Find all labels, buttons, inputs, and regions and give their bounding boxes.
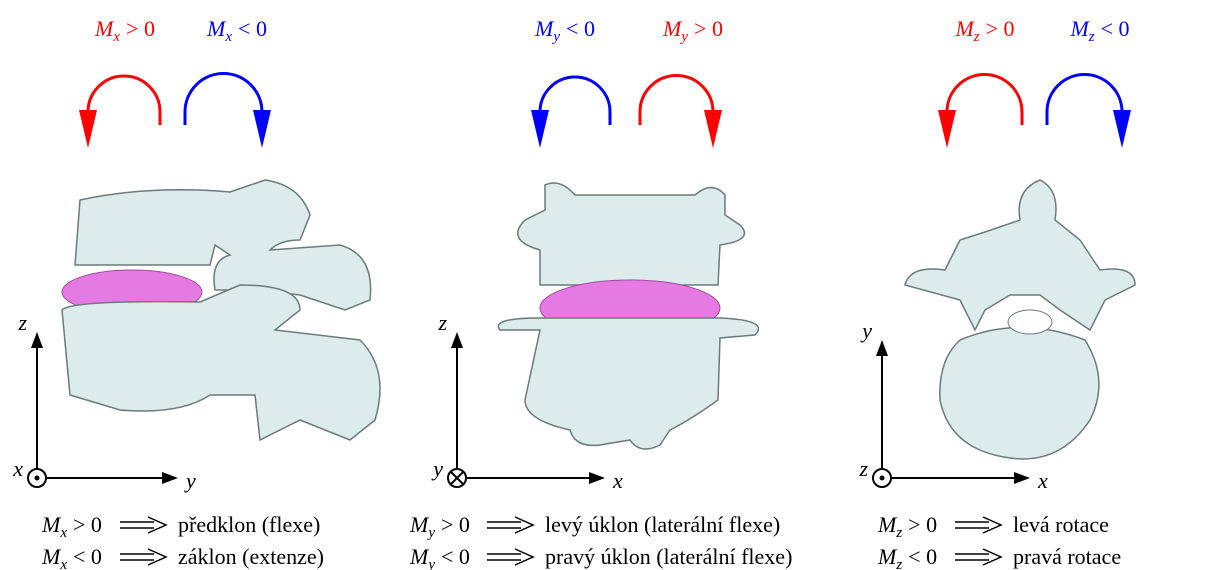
description: pravý úklon (laterální flexe) bbox=[545, 544, 792, 569]
description: levá rotace bbox=[1013, 512, 1109, 537]
moment-relation: < 0 bbox=[1101, 16, 1130, 41]
moment-symbol: M bbox=[534, 16, 555, 41]
moment-label: Mx < 0 bbox=[41, 544, 102, 570]
arrow-head bbox=[704, 110, 722, 148]
axis-arrow bbox=[589, 472, 605, 484]
axis-label: z bbox=[17, 310, 27, 335]
axis-arrow bbox=[1014, 472, 1030, 484]
origin-dot bbox=[880, 476, 885, 481]
moment-subscript: x bbox=[59, 525, 67, 541]
moment-subscript: y bbox=[426, 525, 435, 541]
axis-label: y bbox=[184, 468, 196, 493]
moment-label: Mz < 0 bbox=[1069, 16, 1129, 45]
moment-relation: > 0 bbox=[694, 16, 723, 41]
vertebra-lateral bbox=[62, 180, 380, 440]
moment-subscript: y bbox=[679, 29, 688, 45]
moment-relation: > 0 bbox=[73, 512, 102, 537]
moment-label: Mz > 0 bbox=[954, 16, 1014, 45]
moment-relation: < 0 bbox=[908, 544, 937, 569]
moment-relation: > 0 bbox=[986, 16, 1015, 41]
moment-label: My < 0 bbox=[409, 544, 470, 570]
moment-symbol: M bbox=[877, 512, 898, 537]
moment-subscript: x bbox=[112, 29, 120, 45]
implies-arrow bbox=[120, 549, 166, 565]
moment-subscript: z bbox=[1088, 29, 1095, 45]
moment-symbol: M bbox=[1069, 16, 1090, 41]
moment-symbol: M bbox=[409, 512, 430, 537]
moment-symbol: M bbox=[409, 544, 430, 569]
vertebra-axial bbox=[905, 180, 1135, 459]
axis-label: z bbox=[437, 310, 447, 335]
arrow-head bbox=[531, 110, 549, 148]
arrow-head bbox=[79, 110, 97, 148]
axis-label: z bbox=[858, 456, 868, 481]
moment-symbol: M bbox=[877, 544, 898, 569]
figure: Mx> 0Mx< 0zxyMx> 0předklon (flexe)Mx< 0z… bbox=[0, 0, 1217, 570]
rotation-arrow bbox=[1047, 75, 1122, 126]
moment-label: Mz > 0 bbox=[877, 512, 937, 541]
moment-subscript: y bbox=[551, 29, 560, 45]
arrow-head bbox=[938, 110, 956, 148]
axis-label: x bbox=[1037, 468, 1048, 493]
axis-label: y bbox=[431, 456, 443, 481]
axis-label: x bbox=[612, 468, 623, 493]
moment-label: My > 0 bbox=[409, 512, 470, 541]
axis-arrow bbox=[876, 340, 888, 356]
vertebra-frontal bbox=[498, 183, 758, 449]
arrow-head bbox=[253, 110, 271, 148]
rotation-arrow bbox=[947, 75, 1022, 126]
moment-relation: < 0 bbox=[441, 544, 470, 569]
rotation-arrow bbox=[540, 77, 610, 125]
implies-arrow bbox=[955, 517, 1001, 533]
moment-relation: > 0 bbox=[126, 16, 155, 41]
moment-relation: < 0 bbox=[566, 16, 595, 41]
arrow-head bbox=[1113, 110, 1131, 148]
description: levý úklon (laterální flexe) bbox=[545, 512, 780, 537]
moment-label: Mx > 0 bbox=[41, 512, 102, 541]
moment-symbol: M bbox=[94, 16, 115, 41]
rotation-arrow bbox=[88, 76, 160, 125]
implies-arrow bbox=[487, 517, 533, 533]
axis-label: y bbox=[860, 318, 872, 343]
moment-relation: > 0 bbox=[441, 512, 470, 537]
moment-symbol: M bbox=[662, 16, 683, 41]
implies-arrow bbox=[487, 549, 533, 565]
axis-label: x bbox=[12, 456, 23, 481]
moment-symbol: M bbox=[206, 16, 227, 41]
moment-subscript: z bbox=[895, 525, 902, 541]
axis-arrow bbox=[162, 472, 178, 484]
moment-relation: < 0 bbox=[73, 544, 102, 569]
description: pravá rotace bbox=[1013, 544, 1121, 569]
moment-label: My < 0 bbox=[534, 16, 595, 45]
axis-arrow bbox=[451, 332, 463, 348]
moment-label: My > 0 bbox=[662, 16, 723, 45]
description: záklon (extenze) bbox=[178, 544, 324, 569]
moment-subscript: z bbox=[973, 29, 980, 45]
moment-symbol: M bbox=[41, 512, 62, 537]
moment-subscript: x bbox=[224, 29, 232, 45]
moment-relation: < 0 bbox=[238, 16, 267, 41]
moment-symbol: M bbox=[954, 16, 975, 41]
rotation-arrow bbox=[640, 76, 713, 126]
moment-label: Mx > 0 bbox=[94, 16, 155, 45]
moment-symbol: M bbox=[41, 544, 62, 569]
moment-subscript: y bbox=[426, 557, 435, 570]
origin-dot bbox=[35, 476, 40, 481]
moment-subscript: x bbox=[59, 557, 67, 570]
moment-label: Mz < 0 bbox=[877, 544, 937, 570]
implies-arrow bbox=[955, 549, 1001, 565]
rotation-arrow bbox=[185, 74, 262, 126]
moment-label: Mx < 0 bbox=[206, 16, 267, 45]
implies-arrow bbox=[120, 517, 166, 533]
moment-relation: > 0 bbox=[908, 512, 937, 537]
description: předklon (flexe) bbox=[178, 512, 320, 537]
axis-arrow bbox=[31, 332, 43, 348]
moment-subscript: z bbox=[895, 557, 902, 570]
